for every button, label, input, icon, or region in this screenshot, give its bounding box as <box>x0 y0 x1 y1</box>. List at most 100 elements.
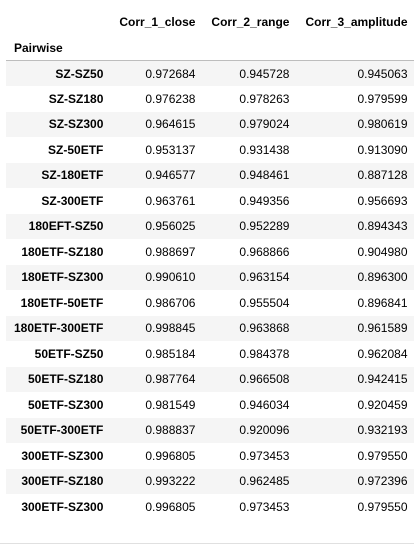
row-label: 50ETF-SZ300 <box>28 397 104 412</box>
row-label: 50ETF-300ETF <box>20 423 104 438</box>
table-row: SZ-50ETF 0.953137 0.931438 0.913090 <box>6 137 414 163</box>
table-cell: 0.990610 <box>145 270 196 285</box>
table-cell: 0.979550 <box>357 499 408 514</box>
table-cell: 0.894343 <box>357 219 408 234</box>
table-cell: 0.979024 <box>239 117 290 132</box>
row-label: 50ETF-SZ180 <box>28 372 104 387</box>
table-cell: 0.963154 <box>239 270 290 285</box>
table-cell: 0.961589 <box>357 321 408 336</box>
index-name-row: Pairwise <box>6 36 414 61</box>
table-cell: 0.962084 <box>357 346 408 361</box>
row-label: 180EFT-SZ50 <box>28 219 104 234</box>
column-header-row: Corr_1_close Corr_2_range Corr_3_amplitu… <box>6 8 414 36</box>
table-row: SZ-180ETF 0.946577 0.948461 0.887128 <box>6 162 414 188</box>
table-cell: 0.904980 <box>357 244 408 259</box>
table-cell: 0.932193 <box>357 423 408 438</box>
column-header-corr-1-close: Corr_1_close <box>119 15 196 29</box>
table-cell: 0.985184 <box>145 346 196 361</box>
row-label: SZ-180ETF <box>41 168 104 183</box>
row-label: 180ETF-50ETF <box>20 295 104 310</box>
table-row: 50ETF-SZ50 0.985184 0.984378 0.962084 <box>6 341 414 367</box>
table-cell: 0.963761 <box>145 193 196 208</box>
table-row: 300ETF-SZ180 0.993222 0.962485 0.972396 <box>6 468 414 494</box>
table-cell: 0.988837 <box>145 423 196 438</box>
table-cell: 0.996805 <box>145 499 196 514</box>
empty-header-cell <box>203 36 297 61</box>
table-cell: 0.968866 <box>239 244 290 259</box>
row-label: 180ETF-SZ180 <box>21 244 104 259</box>
table-cell: 0.955504 <box>239 295 290 310</box>
table-cell: 0.973453 <box>239 448 290 463</box>
row-label: SZ-300ETF <box>41 193 104 208</box>
table-row: 180ETF-50ETF 0.986706 0.955504 0.896841 <box>6 290 414 316</box>
table-row: SZ-300ETF 0.963761 0.949356 0.956693 <box>6 188 414 214</box>
row-label: SZ-SZ300 <box>48 117 104 132</box>
table-cell: 0.896841 <box>357 295 408 310</box>
table-cell: 0.963868 <box>239 321 290 336</box>
row-label: 180ETF-300ETF <box>14 321 104 336</box>
table-cell: 0.956693 <box>357 193 408 208</box>
table-cell: 0.976238 <box>145 91 196 106</box>
row-label: 300ETF-SZ300 <box>21 499 104 514</box>
table-row: 50ETF-300ETF 0.988837 0.920096 0.932193 <box>6 417 414 443</box>
table-row: 50ETF-SZ180 0.987764 0.966508 0.942415 <box>6 366 414 392</box>
table-row: SZ-SZ180 0.976238 0.978263 0.979599 <box>6 86 414 112</box>
row-label: 300ETF-SZ300 <box>21 448 104 463</box>
table-cell: 0.986706 <box>145 295 196 310</box>
table-row: 300ETF-SZ300 0.996805 0.973453 0.979550 <box>6 443 414 469</box>
table-row: SZ-SZ300 0.964615 0.979024 0.980619 <box>6 111 414 137</box>
table-row: 50ETF-SZ300 0.981549 0.946034 0.920459 <box>6 392 414 418</box>
table-cell: 0.972396 <box>357 474 408 489</box>
table-row: 180ETF-SZ180 0.988697 0.968866 0.904980 <box>6 239 414 265</box>
index-name-label: Pairwise <box>14 41 63 55</box>
table-cell: 0.978263 <box>239 91 290 106</box>
table-cell: 0.979550 <box>357 448 408 463</box>
column-header-corr-2-range: Corr_2_range <box>211 15 290 29</box>
table-cell: 0.996805 <box>145 448 196 463</box>
table-cell: 0.949356 <box>239 193 290 208</box>
table-cell: 0.952289 <box>239 219 290 234</box>
table-cell: 0.920096 <box>239 423 290 438</box>
row-label: 180ETF-SZ300 <box>21 270 104 285</box>
table-row: 300ETF-SZ300 0.996805 0.973453 0.979550 <box>6 494 414 520</box>
table-cell: 0.993222 <box>145 474 196 489</box>
table-cell: 0.979599 <box>357 91 408 106</box>
output-bottom-divider <box>0 543 414 544</box>
table-cell: 0.920459 <box>357 397 408 412</box>
table-header: Corr_1_close Corr_2_range Corr_3_amplitu… <box>6 8 414 61</box>
table-cell: 0.953137 <box>145 142 196 157</box>
table-cell: 0.913090 <box>357 142 408 157</box>
table-cell: 0.987764 <box>145 372 196 387</box>
table-cell: 0.966508 <box>239 372 290 387</box>
table-cell: 0.887128 <box>357 168 408 183</box>
table-cell: 0.948461 <box>239 168 290 183</box>
table-cell: 0.896300 <box>357 270 408 285</box>
table-row: 180ETF-300ETF 0.998845 0.963868 0.961589 <box>6 315 414 341</box>
correlation-table: Corr_1_close Corr_2_range Corr_3_amplitu… <box>6 8 414 520</box>
table-cell: 0.942415 <box>357 372 408 387</box>
empty-header-cell <box>111 36 203 61</box>
table-cell: 0.998845 <box>145 321 196 336</box>
table-cell: 0.984378 <box>239 346 290 361</box>
table-row: SZ-SZ50 0.972684 0.945728 0.945063 <box>6 60 414 86</box>
table-cell: 0.946577 <box>145 168 196 183</box>
corner-cell <box>6 8 111 36</box>
column-header-corr-3-amplitude: Corr_3_amplitude <box>305 15 408 29</box>
table-cell: 0.946034 <box>239 397 290 412</box>
empty-header-cell <box>297 36 414 61</box>
row-label: 50ETF-SZ50 <box>34 346 104 361</box>
table-cell: 0.931438 <box>239 142 290 157</box>
table-cell: 0.964615 <box>145 117 196 132</box>
row-label: SZ-50ETF <box>48 142 104 157</box>
table-row: 180ETF-SZ300 0.990610 0.963154 0.896300 <box>6 264 414 290</box>
table-body: SZ-SZ50 0.972684 0.945728 0.945063 SZ-SZ180 0… <box>6 60 414 520</box>
table-cell: 0.981549 <box>145 397 196 412</box>
row-label: SZ-SZ50 <box>55 66 104 81</box>
table-cell: 0.945063 <box>357 66 408 81</box>
table-cell: 0.945728 <box>239 66 290 81</box>
table-cell: 0.973453 <box>239 499 290 514</box>
table-cell: 0.988697 <box>145 244 196 259</box>
table-cell: 0.980619 <box>357 117 408 132</box>
table-cell: 0.972684 <box>145 66 196 81</box>
